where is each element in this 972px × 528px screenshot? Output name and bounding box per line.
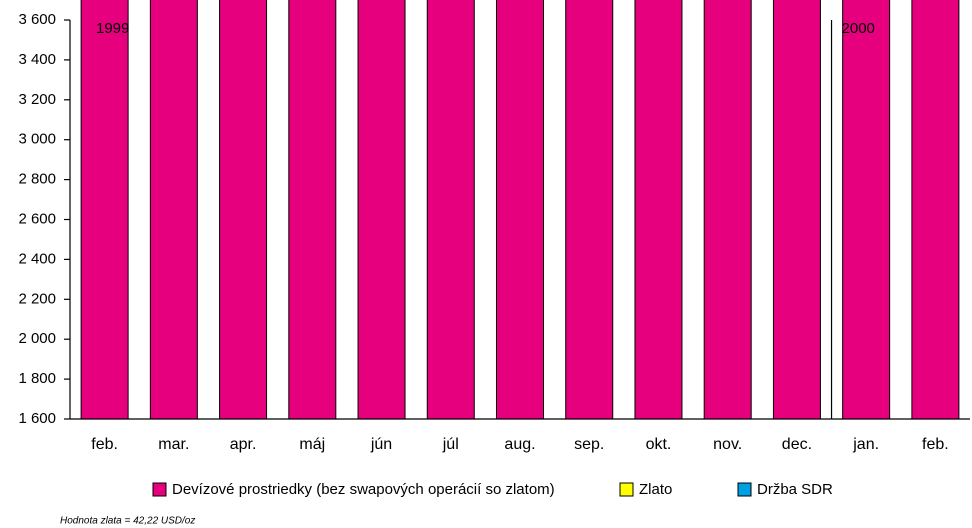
year-label: 1999 [96, 20, 129, 37]
legend-swatch [737, 482, 752, 497]
bar-segment [634, 0, 683, 420]
y-tick-label: 3 400 [18, 51, 56, 68]
bar-segment [772, 0, 821, 420]
y-tick-label: 2 600 [18, 210, 56, 227]
x-tick-label: dec. [782, 436, 812, 453]
bar-segment [219, 0, 268, 420]
x-tick-label: aug. [504, 436, 535, 453]
x-tick-label: jan. [852, 436, 879, 453]
x-tick-label: mar. [158, 436, 189, 453]
y-tick-label: 2 000 [18, 330, 56, 347]
bar-segment [565, 0, 614, 420]
x-tick-label: jún [370, 436, 392, 453]
x-tick-label: júl [442, 436, 459, 453]
legend-label: Zlato [639, 481, 672, 498]
legend-label: Devízové prostriedky (bez swapových oper… [172, 481, 555, 498]
x-tick-label: feb. [922, 436, 949, 453]
bar-segment [357, 0, 406, 420]
x-tick-label: feb. [91, 436, 118, 453]
bar-segment [911, 0, 960, 420]
y-tick-label: 1 800 [18, 370, 56, 387]
y-tick-label: 2 200 [18, 290, 56, 307]
x-tick-label: okt. [646, 436, 672, 453]
footnote: Hodnota zlata = 42,22 USD/oz [60, 516, 195, 527]
legend-swatch [619, 482, 634, 497]
y-tick-label: 1 600 [18, 410, 56, 427]
x-tick-label: máj [299, 436, 325, 453]
legend-swatch [152, 482, 167, 497]
y-tick-label: 2 800 [18, 171, 56, 188]
bar-segment [496, 0, 544, 420]
y-tick-label: 3 600 [18, 11, 56, 28]
y-tick-label: 2 400 [18, 250, 56, 267]
y-tick-label: 3 000 [18, 131, 56, 148]
legend-label: Držba SDR [757, 481, 833, 498]
y-tick-label: 3 200 [18, 91, 56, 108]
bar-segment [288, 0, 337, 420]
x-tick-label: nov. [713, 436, 742, 453]
bar-segment [80, 0, 129, 420]
bar-segment [842, 0, 891, 420]
bar-segment [703, 0, 752, 420]
year-label: 2000 [842, 20, 875, 37]
x-tick-label: sep. [574, 436, 604, 453]
bar-segment [149, 0, 198, 420]
x-tick-label: apr. [230, 436, 257, 453]
bar-segment [426, 0, 475, 420]
